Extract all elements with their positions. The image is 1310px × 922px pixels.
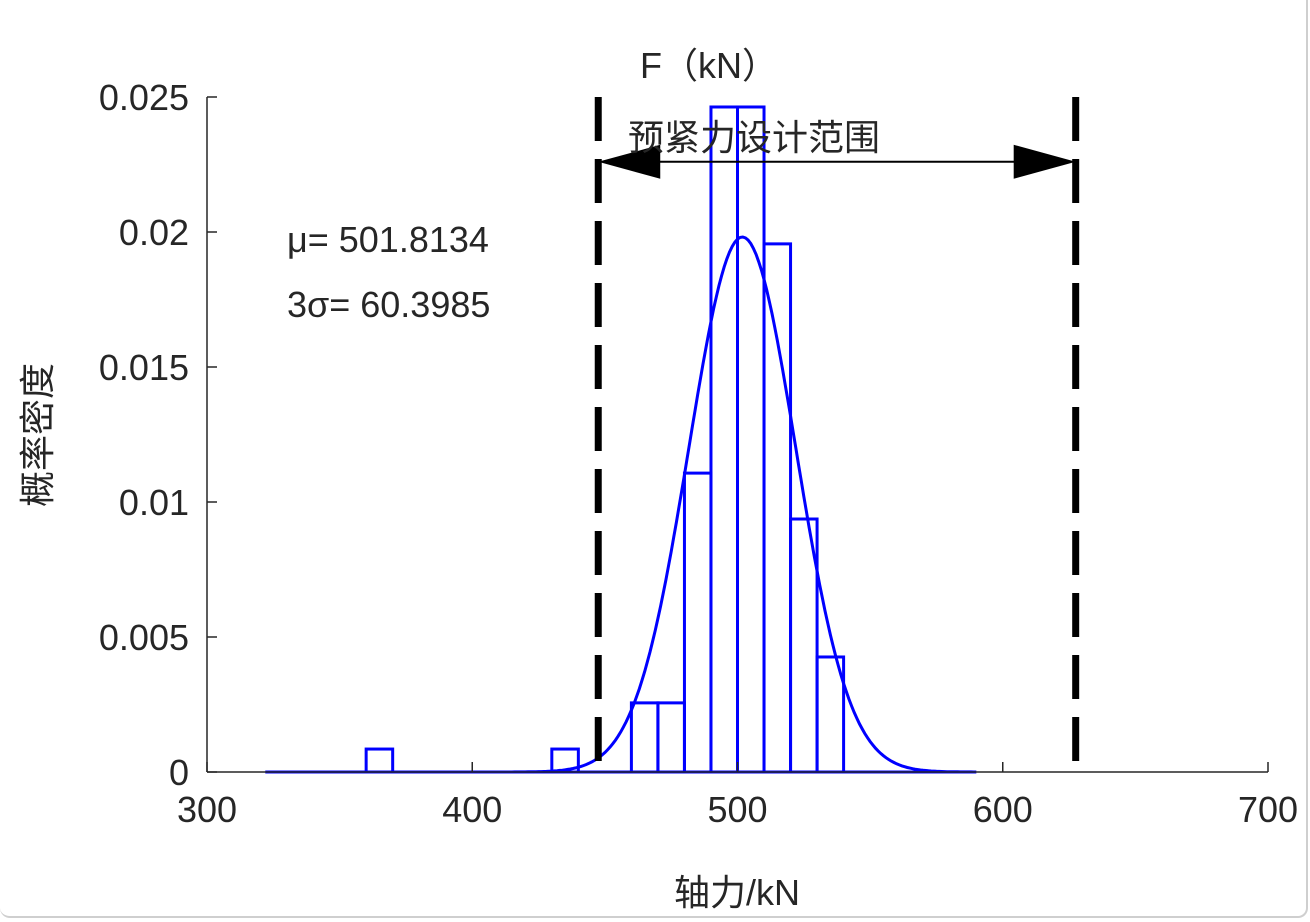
- y-tick-label: 0.005: [99, 617, 189, 658]
- x-tick-label: 700: [1238, 789, 1298, 830]
- histogram-bar: [762, 242, 793, 774]
- histogram-bar: [629, 701, 660, 774]
- x-axis-label: 轴力/kN: [674, 872, 800, 913]
- y-tick-label: 0: [169, 752, 189, 793]
- x-tick-label: 600: [973, 789, 1033, 830]
- y-tick-label: 0.01: [119, 482, 189, 523]
- x-tick-label: 300: [177, 789, 237, 830]
- x-tick-label: 400: [442, 789, 502, 830]
- y-axis-label: 概率密度: [17, 363, 58, 507]
- mu-annotation: μ= 501.8134: [287, 219, 489, 260]
- arrow-left-icon: [598, 144, 661, 179]
- y-tick-label: 0.02: [119, 212, 189, 253]
- histogram-bar: [656, 701, 686, 774]
- chart-title: F（kN）: [640, 45, 778, 86]
- histogram-bar: [364, 747, 395, 774]
- design-range-label: 预紧力设计范围: [628, 117, 880, 158]
- histogram-bar: [709, 105, 739, 774]
- y-tick-label: 0.015: [99, 347, 189, 388]
- sigma-annotation: 3σ= 60.3985: [287, 284, 490, 325]
- histogram-bar: [736, 105, 766, 774]
- x-tick-label: 500: [707, 789, 767, 830]
- arrow-right-icon: [1013, 144, 1076, 179]
- histogram-bar: [682, 471, 713, 774]
- y-tick-label: 0.025: [99, 77, 189, 118]
